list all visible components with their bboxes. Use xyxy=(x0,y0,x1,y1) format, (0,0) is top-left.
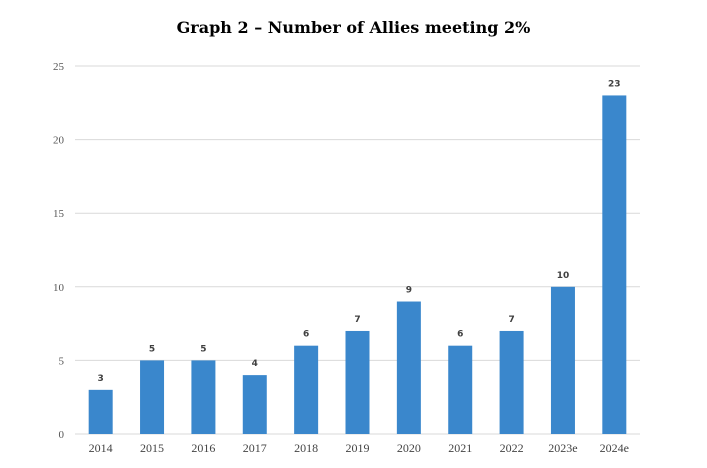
chart-title: Graph 2 – Number of Allies meeting 2% xyxy=(176,18,531,37)
x-tick-label: 2020 xyxy=(397,441,421,455)
data-label: 5 xyxy=(200,344,206,354)
x-tick-label: 2016 xyxy=(191,441,215,455)
y-tick-label: 5 xyxy=(59,355,65,367)
x-axis-ticks: 2014 2015 2016 2017 2018 2019 2020 2021 2022 2023… xyxy=(89,441,629,455)
data-label: 7 xyxy=(354,315,360,325)
y-tick-label: 20 xyxy=(53,135,65,147)
bar xyxy=(191,360,216,434)
x-tick-label: 2023e xyxy=(548,441,577,455)
x-tick-label: 2019 xyxy=(346,441,370,455)
data-label: 6 xyxy=(303,330,309,340)
bar xyxy=(499,330,524,434)
data-label: 23 xyxy=(608,79,621,89)
bar xyxy=(88,389,113,434)
y-tick-label: 10 xyxy=(53,282,65,294)
x-tick-label: 2017 xyxy=(243,441,267,455)
y-tick-label: 0 xyxy=(59,429,65,441)
x-tick-label: 2021 xyxy=(448,441,472,455)
bar xyxy=(294,345,319,434)
bar xyxy=(345,330,370,434)
bar xyxy=(448,345,473,434)
data-labels: 3 5 5 4 6 7 9 6 7 10 23 xyxy=(98,79,621,383)
x-tick-label: 2022 xyxy=(500,441,524,455)
bar xyxy=(602,95,627,434)
data-label: 5 xyxy=(149,344,155,354)
y-tick-label: 15 xyxy=(53,208,65,220)
bar xyxy=(242,375,267,434)
data-label: 9 xyxy=(406,286,412,296)
y-tick-label: 25 xyxy=(53,61,65,73)
x-tick-label: 2018 xyxy=(294,441,318,455)
bar xyxy=(140,360,165,434)
y-axis-ticks: 0 5 10 15 20 25 xyxy=(53,61,65,441)
bar xyxy=(396,301,421,434)
x-tick-label: 2015 xyxy=(140,441,164,455)
data-label: 4 xyxy=(252,359,258,369)
data-label: 6 xyxy=(457,330,463,340)
bar xyxy=(550,286,575,434)
bars xyxy=(88,95,627,434)
x-tick-label: 2014 xyxy=(89,441,113,455)
x-tick-label: 2024e xyxy=(600,441,629,455)
data-label: 7 xyxy=(508,315,514,325)
data-label: 3 xyxy=(98,374,104,384)
data-label: 10 xyxy=(557,271,570,281)
